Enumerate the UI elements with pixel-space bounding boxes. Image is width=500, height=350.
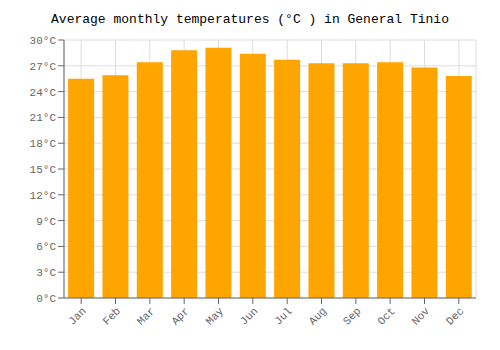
svg-text:Jul: Jul <box>272 305 294 327</box>
svg-text:Dec: Dec <box>444 305 466 327</box>
svg-text:18°C: 18°C <box>30 138 57 150</box>
svg-text:Jun: Jun <box>238 305 260 327</box>
svg-text:15°C: 15°C <box>30 164 57 176</box>
svg-text:Sep: Sep <box>341 305 363 327</box>
svg-text:6°C: 6°C <box>36 241 56 253</box>
svg-text:9°C: 9°C <box>36 216 56 228</box>
svg-text:12°C: 12°C <box>30 190 57 202</box>
svg-text:30°C: 30°C <box>30 35 57 47</box>
svg-text:27°C: 27°C <box>30 61 57 73</box>
svg-text:3°C: 3°C <box>36 267 56 279</box>
svg-text:May: May <box>204 305 227 328</box>
svg-text:21°C: 21°C <box>30 112 57 124</box>
svg-text:Mar: Mar <box>135 305 157 327</box>
svg-text:Aug: Aug <box>307 305 329 327</box>
svg-text:Oct: Oct <box>375 305 397 327</box>
html-text:Average monthly temperatures (: Average monthly temperatures (°C ) in Ge… <box>51 12 449 27</box>
svg-text:0°C: 0°C <box>36 293 56 305</box>
svg-text:Nov: Nov <box>410 305 433 328</box>
svg-text:Apr: Apr <box>169 305 191 327</box>
svg-text:Feb: Feb <box>101 305 123 327</box>
svg-text:Jan: Jan <box>66 305 88 327</box>
svg-text:24°C: 24°C <box>30 87 57 99</box>
